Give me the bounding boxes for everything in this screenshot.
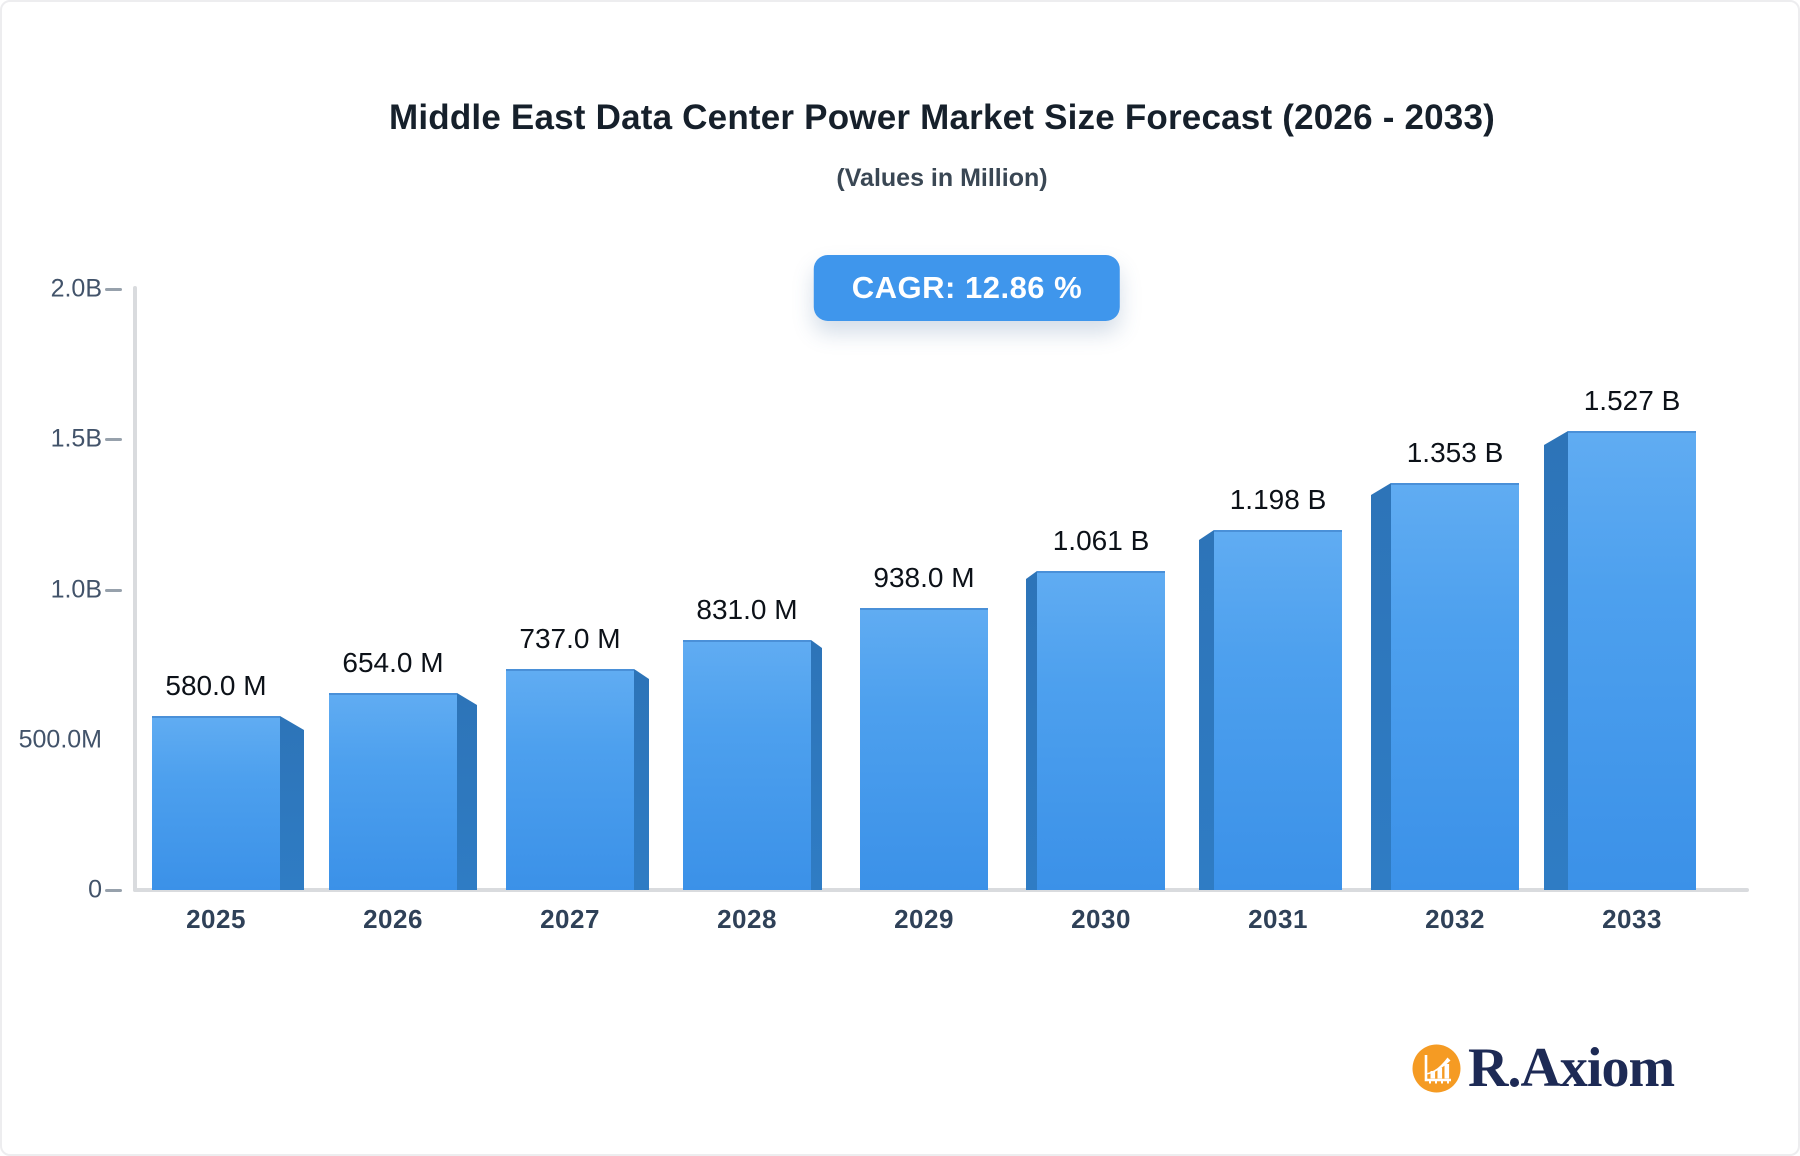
bar-2026 (329, 693, 457, 890)
bar-2027 (506, 669, 634, 890)
x-axis-label: 2026 (363, 904, 423, 934)
y-axis-tick-mark (105, 589, 122, 592)
bar-2031-side-face (1199, 530, 1214, 890)
x-axis-label: 2027 (540, 904, 600, 934)
bar-value-label: 1.353 B (1406, 437, 1504, 468)
bar-2033-side-face (1544, 431, 1568, 890)
y-axis-tick-label: 500.0M (18, 725, 102, 754)
bar-2027-side-face (634, 669, 649, 890)
y-axis-tick-label: 2.0B (50, 274, 102, 303)
chart-subtitle: (Values in Million) (836, 164, 1048, 192)
bar-2026-side-face (457, 693, 477, 890)
x-axis-label: 2029 (894, 904, 954, 934)
x-axis-label: 2031 (1248, 904, 1308, 934)
bar-2028 (683, 640, 811, 890)
bar-2032 (1391, 483, 1519, 890)
bar-2025-side-face (280, 716, 304, 890)
brand-logo: R.Axiom (1412, 1037, 1675, 1099)
x-axis-line (133, 888, 1749, 892)
y-axis-tick-mark (105, 288, 122, 291)
y-axis-tick-mark (105, 438, 122, 441)
x-axis-label: 2030 (1071, 904, 1131, 934)
bar-2028-side-face (811, 640, 822, 890)
x-axis-label: 2033 (1602, 904, 1662, 934)
brand-name: R.Axiom (1468, 1037, 1675, 1099)
x-axis-label: 2032 (1425, 904, 1485, 934)
bar-value-label: 654.0 M (342, 647, 444, 678)
y-axis-tick-label: 1.5B (50, 424, 102, 453)
bar-value-label: 1.527 B (1583, 385, 1681, 416)
bar-2025 (152, 716, 280, 890)
bar-value-label: 938.0 M (873, 562, 975, 593)
bar-2030-side-face (1026, 571, 1037, 890)
y-axis-tick-label: 1.0B (50, 575, 102, 604)
bar-2029 (860, 608, 988, 890)
cagr-badge: CAGR: 12.86 % (813, 255, 1121, 321)
bar-value-label: 580.0 M (165, 670, 267, 701)
y-axis-tick-mark (105, 889, 122, 892)
bar-2030 (1037, 571, 1165, 890)
bar-value-label: 737.0 M (519, 623, 621, 654)
y-axis-line (133, 286, 137, 892)
chart-title: Middle East Data Center Power Market Siz… (388, 98, 1495, 137)
y-axis-tick-label: 0 (88, 875, 102, 904)
logo-chart-icon (1412, 1044, 1461, 1092)
bar-2033 (1568, 431, 1696, 890)
bar-value-label: 831.0 M (696, 594, 798, 625)
bar-2031 (1214, 530, 1342, 890)
x-axis-label: 2025 (186, 904, 246, 934)
bar-2032-side-face (1371, 483, 1391, 890)
x-axis-label: 2028 (717, 904, 777, 934)
bar-value-label: 1.061 B (1052, 525, 1150, 556)
bar-value-label: 1.198 B (1229, 484, 1327, 515)
